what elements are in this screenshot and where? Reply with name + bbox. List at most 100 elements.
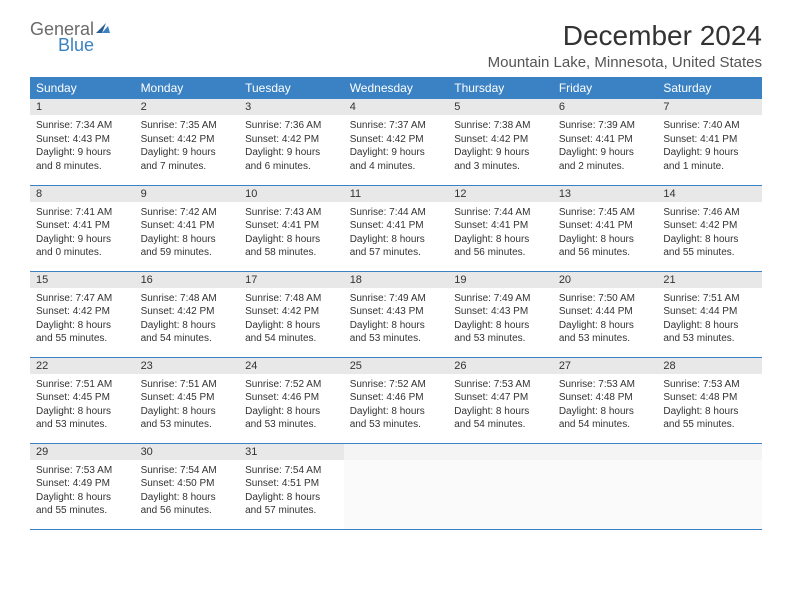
calendar-day-cell bbox=[448, 443, 553, 529]
sunset-text: Sunset: 4:48 PM bbox=[663, 391, 756, 405]
sunset-text: Sunset: 4:50 PM bbox=[141, 477, 234, 491]
day-number: 31 bbox=[239, 444, 344, 460]
sunrise-text: Sunrise: 7:50 AM bbox=[559, 292, 652, 306]
calendar-day-cell: 29Sunrise: 7:53 AMSunset: 4:49 PMDayligh… bbox=[30, 443, 135, 529]
daylight2-text: and 8 minutes. bbox=[36, 160, 129, 174]
calendar-day-cell: 31Sunrise: 7:54 AMSunset: 4:51 PMDayligh… bbox=[239, 443, 344, 529]
calendar-day-cell: 9Sunrise: 7:42 AMSunset: 4:41 PMDaylight… bbox=[135, 185, 240, 271]
daylight1-text: Daylight: 8 hours bbox=[245, 319, 338, 333]
calendar-day-cell: 25Sunrise: 7:52 AMSunset: 4:46 PMDayligh… bbox=[344, 357, 449, 443]
daylight1-text: Daylight: 8 hours bbox=[141, 233, 234, 247]
daylight1-text: Daylight: 8 hours bbox=[454, 233, 547, 247]
calendar-day-cell: 1Sunrise: 7:34 AMSunset: 4:43 PMDaylight… bbox=[30, 99, 135, 185]
daylight1-text: Daylight: 8 hours bbox=[350, 233, 443, 247]
day-number: 2 bbox=[135, 99, 240, 115]
day-number: 30 bbox=[135, 444, 240, 460]
daylight1-text: Daylight: 9 hours bbox=[245, 146, 338, 160]
calendar-day-cell: 7Sunrise: 7:40 AMSunset: 4:41 PMDaylight… bbox=[657, 99, 762, 185]
sunrise-text: Sunrise: 7:42 AM bbox=[141, 206, 234, 220]
daylight1-text: Daylight: 9 hours bbox=[454, 146, 547, 160]
daylight1-text: Daylight: 9 hours bbox=[350, 146, 443, 160]
sunrise-text: Sunrise: 7:52 AM bbox=[350, 378, 443, 392]
calendar-day-cell: 23 Sunrise: 7:51 AMSunset: 4:45 PMDayligh… bbox=[135, 357, 240, 443]
calendar-day-cell bbox=[553, 443, 658, 529]
day-number: 29 bbox=[30, 444, 135, 460]
daylight2-text: and 59 minutes. bbox=[141, 246, 234, 260]
daylight2-text: and 55 minutes. bbox=[36, 504, 129, 518]
sunrise-text: Sunrise: 7:53 AM bbox=[663, 378, 756, 392]
col-header: Friday bbox=[553, 77, 658, 99]
daylight1-text: Daylight: 8 hours bbox=[36, 319, 129, 333]
calendar-day-cell bbox=[657, 443, 762, 529]
calendar-body: 1Sunrise: 7:34 AMSunset: 4:43 PMDaylight… bbox=[30, 99, 762, 529]
calendar-day-cell: 16Sunrise: 7:48 AMSunset: 4:42 PMDayligh… bbox=[135, 271, 240, 357]
sunset-text: Sunset: 4:47 PM bbox=[454, 391, 547, 405]
sunset-text: Sunset: 4:44 PM bbox=[663, 305, 756, 319]
sunrise-text: Sunrise: 7:53 AM bbox=[559, 378, 652, 392]
daylight2-text: and 53 minutes. bbox=[36, 418, 129, 432]
sunset-text: Sunset: 4:42 PM bbox=[663, 219, 756, 233]
day-number: 26 bbox=[448, 358, 553, 374]
day-number-empty bbox=[344, 444, 449, 460]
daylight1-text: Daylight: 8 hours bbox=[36, 491, 129, 505]
daylight2-text: and 53 minutes. bbox=[350, 418, 443, 432]
sunset-text: Sunset: 4:43 PM bbox=[350, 305, 443, 319]
calendar-day-cell: 11Sunrise: 7:44 AMSunset: 4:41 PMDayligh… bbox=[344, 185, 449, 271]
day-number: 6 bbox=[553, 99, 658, 115]
sunset-text: Sunset: 4:42 PM bbox=[36, 305, 129, 319]
daylight1-text: Daylight: 8 hours bbox=[663, 319, 756, 333]
daylight1-text: Daylight: 8 hours bbox=[141, 491, 234, 505]
daylight1-text: Daylight: 8 hours bbox=[141, 319, 234, 333]
day-number-empty bbox=[448, 444, 553, 460]
day-number: 12 bbox=[448, 186, 553, 202]
sunset-text: Sunset: 4:45 PM bbox=[141, 391, 234, 405]
sunset-text: Sunset: 4:44 PM bbox=[559, 305, 652, 319]
sunrise-text: Sunrise: 7:45 AM bbox=[559, 206, 652, 220]
page-header: General Blue December 2024 Mountain Lake… bbox=[30, 20, 762, 71]
sunrise-text: Sunrise: 7:51 AM bbox=[663, 292, 756, 306]
day-number: 23 bbox=[135, 358, 240, 374]
sunset-text: Sunset: 4:41 PM bbox=[663, 133, 756, 147]
calendar-day-cell: 19Sunrise: 7:49 AMSunset: 4:43 PMDayligh… bbox=[448, 271, 553, 357]
daylight2-text: and 57 minutes. bbox=[245, 504, 338, 518]
sunrise-text: Sunrise: 7:38 AM bbox=[454, 119, 547, 133]
sunrise-text: Sunrise: 7:36 AM bbox=[245, 119, 338, 133]
calendar-day-cell: 12Sunrise: 7:44 AMSunset: 4:41 PMDayligh… bbox=[448, 185, 553, 271]
daylight2-text: and 55 minutes. bbox=[36, 332, 129, 346]
sunrise-text: Sunrise: 7:51 AM bbox=[141, 378, 234, 392]
daylight2-text: and 7 minutes. bbox=[141, 160, 234, 174]
calendar-week-row: 22 Sunrise: 7:51 AMSunset: 4:45 PMDayligh… bbox=[30, 357, 762, 443]
location-subtitle: Mountain Lake, Minnesota, United States bbox=[488, 54, 762, 71]
day-number: 28 bbox=[657, 358, 762, 374]
sunset-text: Sunset: 4:41 PM bbox=[36, 219, 129, 233]
day-number: 18 bbox=[344, 272, 449, 288]
calendar-day-cell: 3Sunrise: 7:36 AMSunset: 4:42 PMDaylight… bbox=[239, 99, 344, 185]
calendar-day-cell: 24Sunrise: 7:52 AMSunset: 4:46 PMDayligh… bbox=[239, 357, 344, 443]
daylight2-text: and 54 minutes. bbox=[245, 332, 338, 346]
day-number: 21 bbox=[657, 272, 762, 288]
daylight2-text: and 4 minutes. bbox=[350, 160, 443, 174]
col-header: Thursday bbox=[448, 77, 553, 99]
daylight2-text: and 55 minutes. bbox=[663, 246, 756, 260]
calendar-day-cell: 8Sunrise: 7:41 AMSunset: 4:41 PMDaylight… bbox=[30, 185, 135, 271]
sunset-text: Sunset: 4:41 PM bbox=[350, 219, 443, 233]
daylight1-text: Daylight: 8 hours bbox=[245, 491, 338, 505]
calendar-day-cell: 28Sunrise: 7:53 AMSunset: 4:48 PMDayligh… bbox=[657, 357, 762, 443]
daylight2-text: and 53 minutes. bbox=[663, 332, 756, 346]
daylight2-text: and 55 minutes. bbox=[663, 418, 756, 432]
daylight1-text: Daylight: 8 hours bbox=[454, 319, 547, 333]
daylight1-text: Daylight: 9 hours bbox=[663, 146, 756, 160]
calendar-day-cell: 20Sunrise: 7:50 AMSunset: 4:44 PMDayligh… bbox=[553, 271, 658, 357]
sunset-text: Sunset: 4:51 PM bbox=[245, 477, 338, 491]
day-number: 27 bbox=[553, 358, 658, 374]
calendar-day-cell: 14Sunrise: 7:46 AMSunset: 4:42 PMDayligh… bbox=[657, 185, 762, 271]
daylight1-text: Daylight: 8 hours bbox=[141, 405, 234, 419]
sunrise-text: Sunrise: 7:48 AM bbox=[141, 292, 234, 306]
sunrise-text: Sunrise: 7:44 AM bbox=[350, 206, 443, 220]
sunset-text: Sunset: 4:42 PM bbox=[141, 305, 234, 319]
day-number: 22 bbox=[30, 358, 135, 374]
calendar-day-cell: 6Sunrise: 7:39 AMSunset: 4:41 PMDaylight… bbox=[553, 99, 658, 185]
daylight2-text: and 6 minutes. bbox=[245, 160, 338, 174]
sunset-text: Sunset: 4:43 PM bbox=[454, 305, 547, 319]
daylight1-text: Daylight: 8 hours bbox=[559, 233, 652, 247]
